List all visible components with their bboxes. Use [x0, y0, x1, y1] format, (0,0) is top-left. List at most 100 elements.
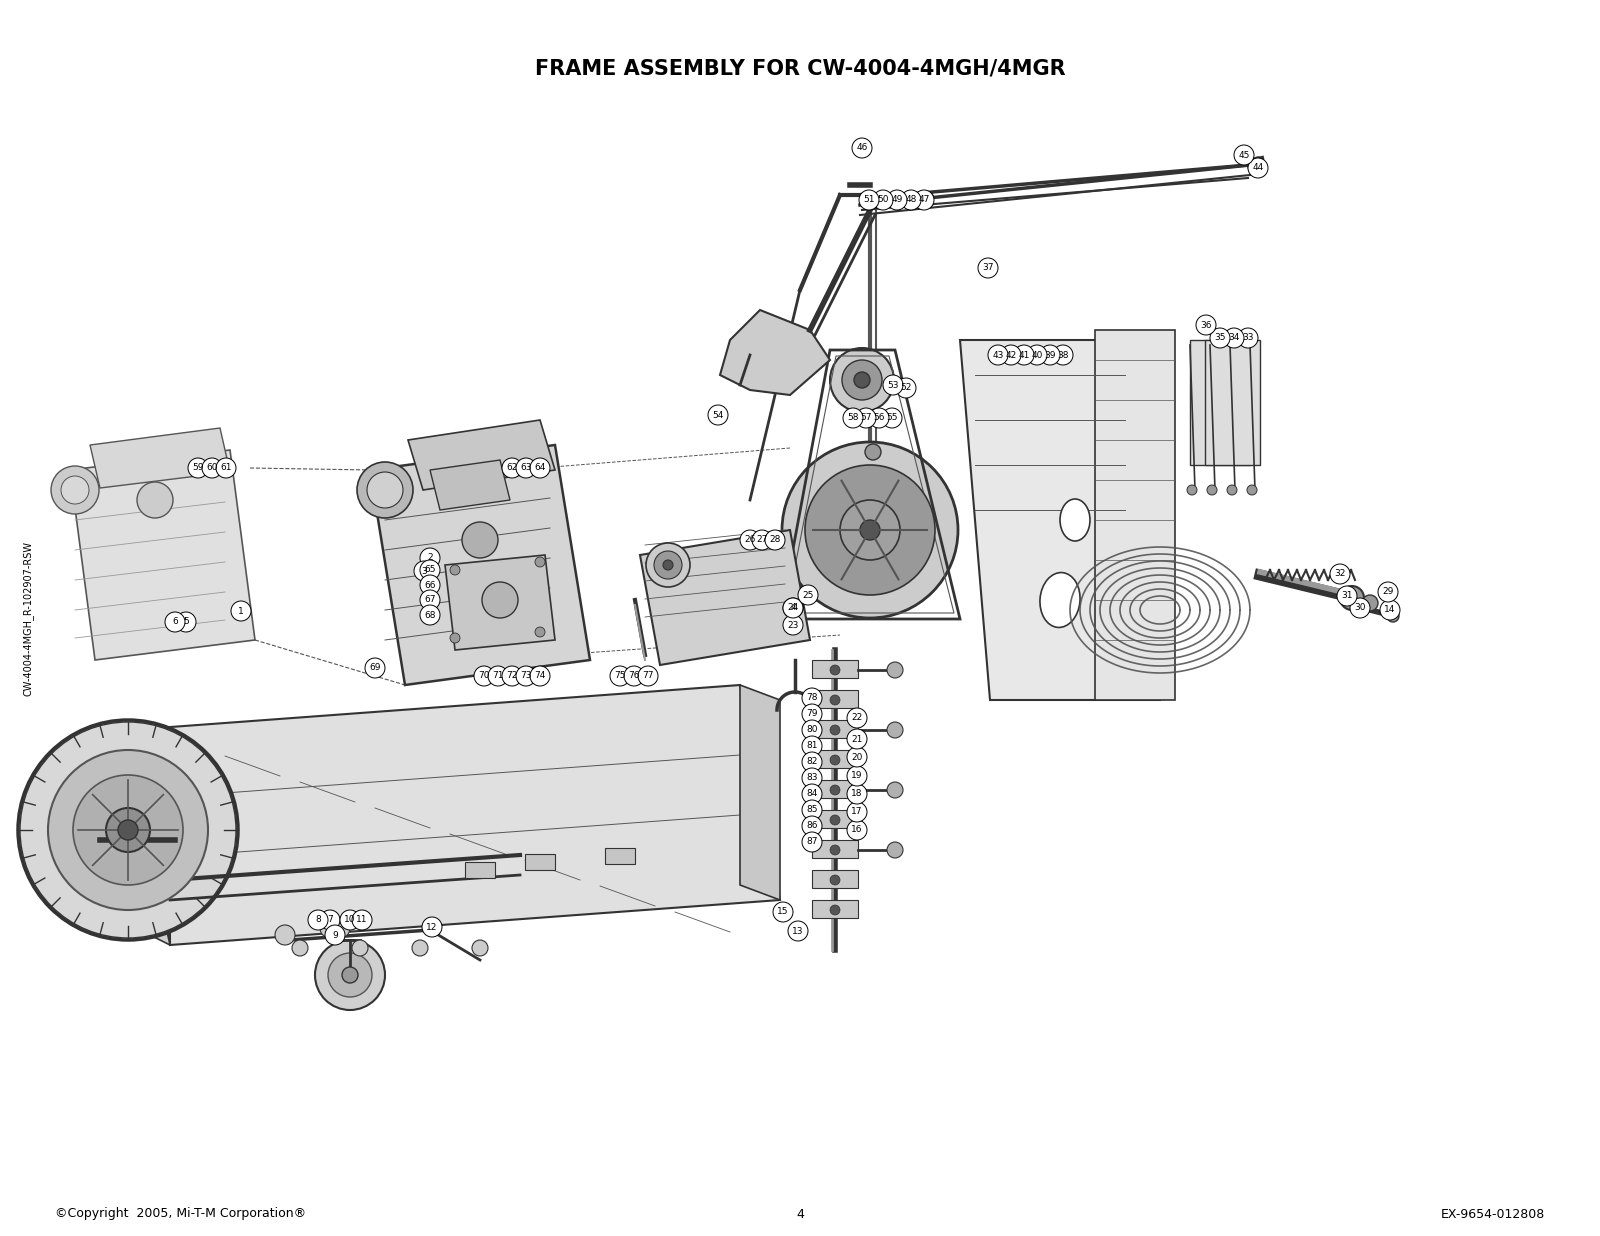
Circle shape	[1378, 582, 1398, 602]
Circle shape	[1251, 157, 1264, 169]
Circle shape	[352, 941, 368, 955]
Circle shape	[798, 585, 818, 604]
Circle shape	[1387, 611, 1398, 622]
Polygon shape	[90, 428, 230, 488]
Polygon shape	[813, 900, 858, 918]
Polygon shape	[1205, 340, 1261, 465]
Text: 66: 66	[424, 581, 435, 590]
Circle shape	[1224, 328, 1245, 349]
Circle shape	[291, 941, 307, 955]
Text: 55: 55	[886, 414, 898, 423]
Circle shape	[802, 735, 822, 756]
Circle shape	[861, 520, 880, 540]
Circle shape	[830, 755, 840, 765]
Circle shape	[515, 666, 536, 686]
Text: 85: 85	[806, 806, 818, 815]
Text: 24: 24	[787, 603, 798, 613]
Circle shape	[189, 459, 208, 478]
Circle shape	[901, 190, 922, 210]
Circle shape	[662, 560, 674, 570]
Polygon shape	[70, 450, 254, 660]
Circle shape	[802, 784, 822, 803]
Circle shape	[846, 708, 867, 728]
Text: 72: 72	[506, 671, 518, 681]
Circle shape	[802, 800, 822, 819]
Circle shape	[654, 551, 682, 578]
Text: 4: 4	[797, 1208, 803, 1220]
Circle shape	[1238, 328, 1258, 349]
Circle shape	[830, 845, 840, 855]
Circle shape	[830, 905, 840, 915]
Text: 78: 78	[806, 693, 818, 702]
Text: 31: 31	[1341, 592, 1352, 601]
Circle shape	[18, 721, 238, 941]
Circle shape	[989, 345, 1008, 365]
Text: 7: 7	[326, 916, 333, 925]
Circle shape	[419, 548, 440, 569]
Polygon shape	[813, 660, 858, 679]
Text: 87: 87	[806, 838, 818, 847]
Circle shape	[325, 925, 346, 946]
Circle shape	[886, 722, 902, 738]
Circle shape	[830, 785, 840, 795]
Text: 6: 6	[173, 618, 178, 627]
Circle shape	[846, 784, 867, 803]
Text: 17: 17	[851, 807, 862, 817]
Circle shape	[307, 910, 328, 929]
Text: 35: 35	[1214, 334, 1226, 342]
Ellipse shape	[1040, 572, 1080, 628]
Text: 50: 50	[877, 195, 888, 204]
Circle shape	[339, 910, 360, 929]
Text: 33: 33	[1242, 334, 1254, 342]
Polygon shape	[813, 810, 858, 828]
Circle shape	[1338, 586, 1357, 606]
Circle shape	[488, 666, 509, 686]
Text: 34: 34	[1229, 334, 1240, 342]
Circle shape	[869, 408, 890, 428]
Text: 61: 61	[221, 464, 232, 472]
Circle shape	[419, 590, 440, 611]
Text: 4: 4	[790, 603, 795, 613]
Circle shape	[707, 405, 728, 425]
Circle shape	[752, 530, 771, 550]
Circle shape	[739, 530, 760, 550]
Circle shape	[846, 729, 867, 749]
Circle shape	[830, 665, 840, 675]
Circle shape	[138, 482, 173, 518]
Circle shape	[624, 666, 643, 686]
Circle shape	[851, 138, 872, 158]
Circle shape	[61, 476, 90, 504]
Circle shape	[1187, 485, 1197, 494]
Text: 11: 11	[357, 916, 368, 925]
Circle shape	[846, 747, 867, 768]
Circle shape	[422, 917, 442, 937]
Circle shape	[1014, 345, 1034, 365]
Text: 19: 19	[851, 771, 862, 780]
Polygon shape	[813, 780, 858, 798]
Circle shape	[414, 561, 434, 581]
Text: 69: 69	[370, 664, 381, 672]
Circle shape	[896, 378, 915, 398]
Polygon shape	[1094, 330, 1174, 700]
Circle shape	[843, 408, 862, 428]
Circle shape	[638, 666, 658, 686]
Text: 9: 9	[333, 931, 338, 939]
Circle shape	[502, 459, 522, 478]
Text: 49: 49	[891, 195, 902, 204]
Circle shape	[882, 408, 902, 428]
Circle shape	[830, 726, 840, 735]
Circle shape	[883, 375, 902, 396]
Text: 57: 57	[861, 414, 872, 423]
Polygon shape	[525, 854, 555, 870]
Circle shape	[610, 666, 630, 686]
Circle shape	[856, 408, 877, 428]
Circle shape	[886, 782, 902, 798]
Polygon shape	[408, 420, 555, 489]
Circle shape	[1248, 163, 1256, 171]
Text: 10: 10	[344, 916, 355, 925]
Text: 23: 23	[787, 620, 798, 629]
Text: 16: 16	[851, 826, 862, 834]
Text: 84: 84	[806, 790, 818, 798]
Circle shape	[1027, 345, 1046, 365]
Circle shape	[482, 582, 518, 618]
